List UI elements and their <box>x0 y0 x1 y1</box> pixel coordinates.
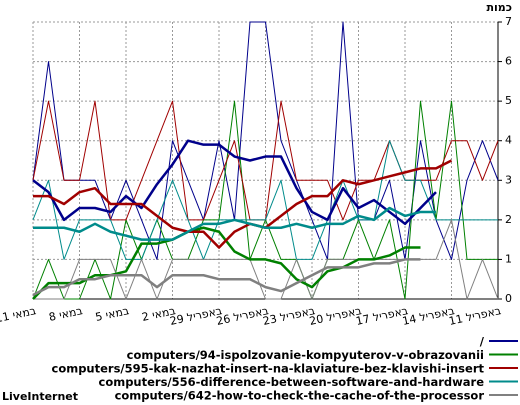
x-tick-label: 8 במאי <box>48 304 84 324</box>
x-tick-label: 5 במאי <box>94 304 130 324</box>
y-tick-label: 0 <box>505 292 512 305</box>
y-tick-label: 7 <box>505 15 512 28</box>
y-tick-label: 5 <box>505 94 512 107</box>
series-line <box>32 140 498 260</box>
footer: LiveInternet <box>2 390 78 403</box>
x-tick-label: 11 במאי <box>0 304 37 325</box>
x-tick-label: 11 באפריל <box>448 304 503 328</box>
legend-label: computers/94-ispolzovanie-kompyuterov-v-… <box>127 348 484 362</box>
legend-label: computers/556-difference-between-softwar… <box>99 375 485 389</box>
y-tick-label: 1 <box>505 252 512 265</box>
legend-label: computers/642-how-to-check-the-cache-of-… <box>115 389 485 403</box>
plot-area <box>33 22 498 299</box>
legend-label: computers/595-kak-nazhat-insert-na-klavi… <box>52 362 485 376</box>
trend-line <box>33 159 453 249</box>
y-tick-label: 2 <box>505 213 512 226</box>
legend-label: / <box>480 335 485 349</box>
y-tick-label: 6 <box>505 55 512 68</box>
trend-line <box>33 206 436 241</box>
y-tick-label: 4 <box>505 134 512 147</box>
trend-line <box>32 258 421 297</box>
y-tick-label: 3 <box>505 173 512 186</box>
y-axis-title: כמות <box>487 1 512 14</box>
trend-line <box>32 226 421 300</box>
trend-line <box>32 139 437 226</box>
